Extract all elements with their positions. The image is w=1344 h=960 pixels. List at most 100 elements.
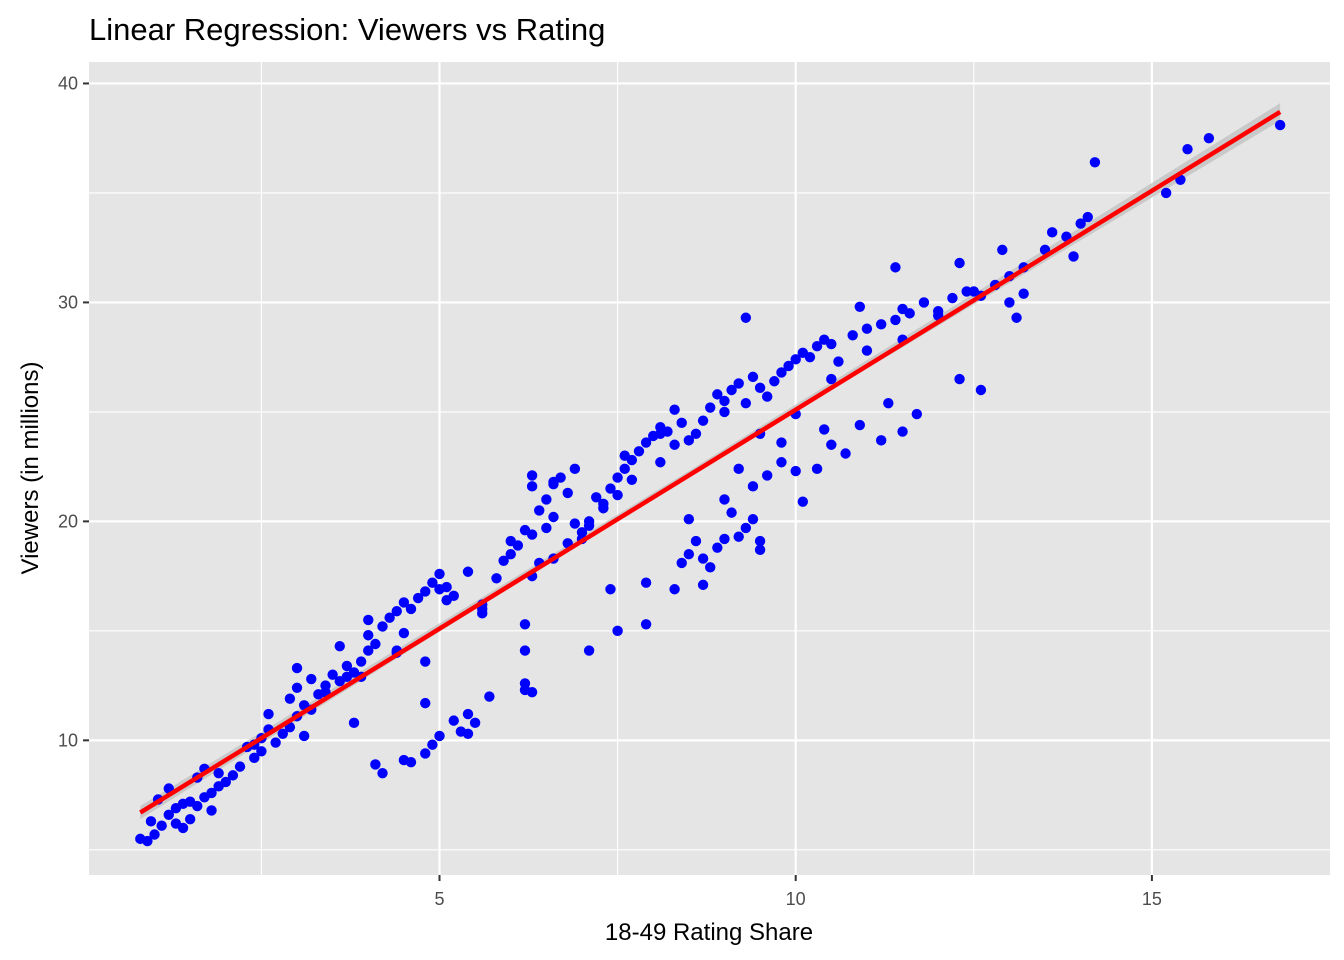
scatter-point <box>412 592 424 604</box>
scatter-point <box>192 800 203 812</box>
scatter-point <box>491 573 502 584</box>
scatter-point <box>270 737 281 748</box>
scatter-point <box>754 382 766 394</box>
scatter-point <box>762 470 773 481</box>
scatter-point <box>462 566 474 577</box>
scatter-point <box>227 770 239 781</box>
scatter-point <box>954 373 965 385</box>
scatter-point <box>975 384 987 396</box>
scatter-point <box>747 481 759 492</box>
scatter-point <box>505 549 516 560</box>
scatter-point <box>911 408 923 420</box>
scatter-point <box>826 439 837 450</box>
scatter-point <box>683 513 695 525</box>
scatter-point <box>811 463 823 475</box>
scatter-point <box>826 338 837 350</box>
axis-ticks: 5 10 15 10 20 30 40 <box>58 73 1162 909</box>
scatter-point <box>420 656 431 667</box>
scatter-point <box>420 697 431 709</box>
scatter-point <box>719 494 730 505</box>
scatter-point <box>612 472 623 483</box>
scatter-point <box>797 496 809 507</box>
scatter-point <box>875 319 887 330</box>
scatter-point <box>391 605 402 617</box>
scatter-point <box>740 397 752 409</box>
scatter-point <box>341 671 353 683</box>
scatter-point <box>697 579 709 591</box>
scatter-point <box>776 367 787 378</box>
scatter-point <box>441 595 452 606</box>
scatter-point <box>697 553 709 564</box>
scatter-point <box>1082 211 1093 223</box>
scatter-point <box>469 717 481 729</box>
scatter-point <box>462 708 474 720</box>
scatter-point <box>541 494 552 505</box>
scatter-point <box>377 621 388 632</box>
scatter-point <box>277 728 288 739</box>
scatter-point <box>598 503 609 514</box>
scatter-point <box>355 656 367 667</box>
scatter-point <box>897 426 908 437</box>
scatter-point <box>705 402 716 413</box>
scatter-point <box>1011 312 1022 323</box>
scatter-point <box>726 507 737 518</box>
scatter-point <box>619 463 630 475</box>
scatter-point <box>434 584 445 595</box>
scatter-point <box>291 682 303 693</box>
scatter-point <box>341 660 353 672</box>
scatter-point <box>327 669 338 680</box>
scatter-point <box>177 822 189 834</box>
scatter-point <box>790 354 801 365</box>
scatter-point <box>548 511 559 523</box>
scatter-point <box>733 531 744 542</box>
scatter-point <box>363 645 374 656</box>
scatter-point <box>733 378 744 389</box>
scatter-point <box>263 708 274 720</box>
scatter-point <box>712 389 723 400</box>
scatter-point <box>145 816 157 827</box>
scatter-point <box>420 586 431 597</box>
scatter-point <box>377 767 388 779</box>
scatter-point <box>405 757 417 768</box>
scatter-point <box>434 568 445 580</box>
scatter-point <box>669 439 680 450</box>
scatter-point <box>398 597 410 608</box>
scatter-point <box>740 312 752 323</box>
scatter-point <box>861 323 873 334</box>
chart-title: Linear Regression: Viewers vs Rating <box>89 12 605 47</box>
scatter-point <box>1004 297 1015 308</box>
scatter-point <box>1046 227 1058 238</box>
scatter-point <box>149 829 160 840</box>
scatter-point <box>754 544 766 556</box>
scatter-point <box>498 555 509 566</box>
scatter-point <box>954 257 965 269</box>
scatter-point <box>719 395 730 407</box>
scatter-point <box>405 603 417 615</box>
scatter-point <box>1068 251 1079 262</box>
scatter-point <box>705 562 716 573</box>
scatter-point <box>712 542 723 553</box>
scatter-point <box>1160 187 1172 199</box>
scatter-point <box>733 463 744 475</box>
scatter-point <box>776 437 787 448</box>
scatter-point <box>861 345 873 356</box>
scatter-point <box>1182 143 1193 155</box>
x-tick-label: 10 <box>786 889 806 909</box>
scatter-point <box>142 835 153 847</box>
scatter-point <box>363 630 374 641</box>
scatter-point <box>177 798 189 810</box>
scatter-point <box>840 448 851 459</box>
scatter-point <box>526 470 538 481</box>
scatter-point <box>762 391 773 402</box>
scatter-point <box>875 435 887 446</box>
scatter-point <box>256 746 267 757</box>
scatter-point <box>427 577 438 588</box>
scatter-point <box>398 627 410 639</box>
scatter-point <box>818 424 830 435</box>
scatter-point <box>583 645 595 656</box>
scatter-point <box>669 404 680 415</box>
scatter-point <box>904 308 915 319</box>
scatter-point <box>683 549 695 560</box>
scatter-point <box>726 384 737 396</box>
